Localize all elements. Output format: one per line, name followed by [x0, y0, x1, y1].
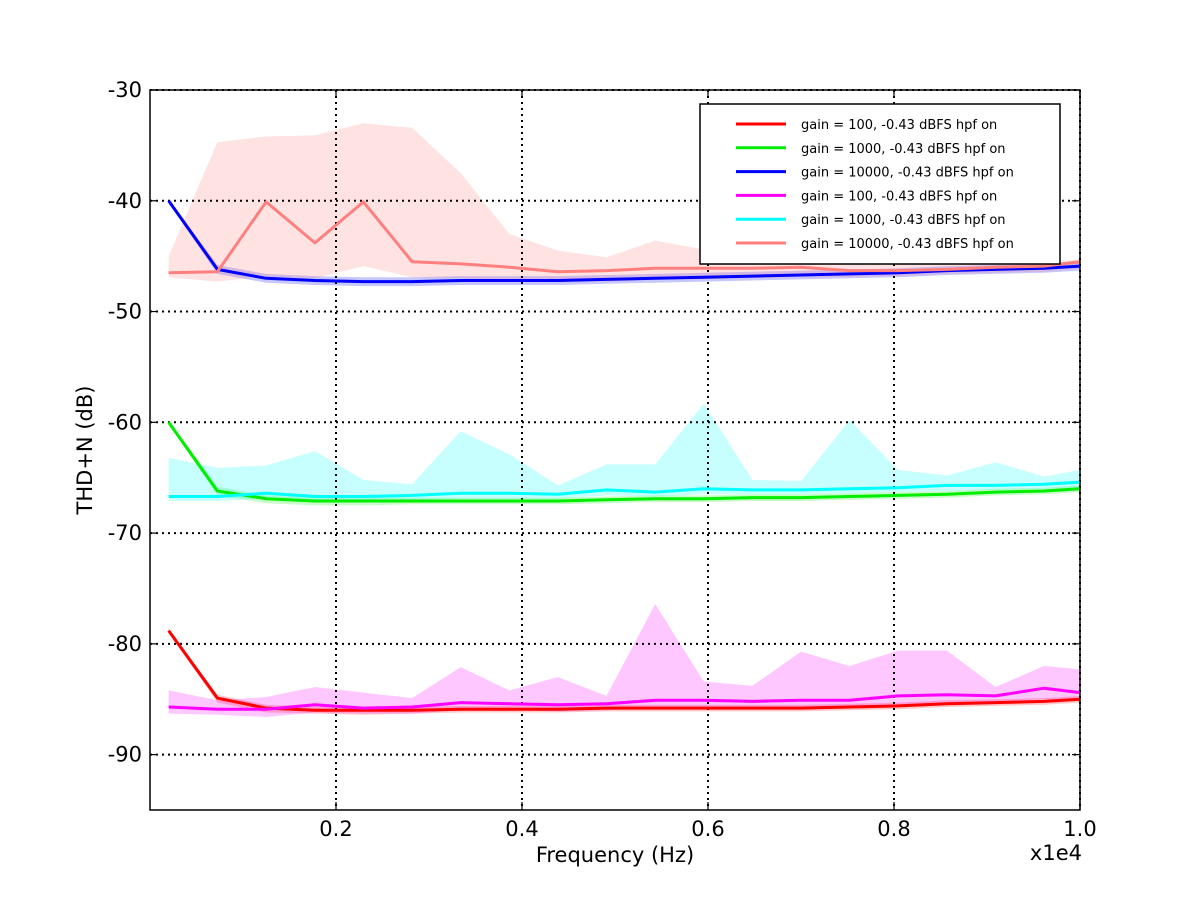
- series-line-2: [167, 421, 1081, 503]
- plot-frame: [149, 89, 1081, 811]
- legend-label-6: gain = 10000, -0.43 dBFS hpf on: [801, 237, 1014, 252]
- legend-label-4: gain = 100, -0.43 dBFS hpf on: [801, 189, 997, 204]
- y-tick-label-5: -50: [108, 300, 142, 324]
- legend-label-1: gain = 100, -0.43 dBFS hpf on: [801, 118, 997, 133]
- x-axis-offset-label: x1e4: [1030, 841, 1082, 865]
- y-tick-label-3: -70: [108, 521, 142, 545]
- y-tick-label-4: -60: [108, 410, 142, 434]
- legend: gain = 100, -0.43 dBFS hpf on gain = 1000…: [699, 103, 1061, 265]
- x-tick-label-1: 0.2: [319, 817, 352, 841]
- band-series-5: [168, 403, 1081, 501]
- series-line-5: [168, 480, 1081, 498]
- y-tick-label-7: -30: [108, 78, 142, 102]
- x-tick-label-5: 1.0: [1063, 817, 1096, 841]
- y-tick-label-2: -80: [108, 632, 142, 656]
- legend-label-2: gain = 1000, -0.43 dBFS hpf on: [801, 142, 1006, 157]
- legend-label-5: gain = 1000, -0.43 dBFS hpf on: [801, 213, 1006, 228]
- legend-label-3: gain = 10000, -0.43 dBFS hpf on: [801, 166, 1014, 181]
- series-line-4: [168, 686, 1081, 711]
- y-axis-label: THD+N (dB): [73, 386, 97, 516]
- legend-box: [699, 103, 1061, 265]
- y-tick-label-6: -40: [108, 189, 142, 213]
- series-line-1: [167, 629, 1081, 712]
- axis-ticks: 0.2 0.4 0.6 0.8 1.0 -90 -80 -70 -60 -50 -40 -30: [108, 78, 1097, 841]
- band-series-4: [168, 604, 1081, 717]
- x-axis-label: Frequency (Hz): [536, 843, 694, 867]
- y-tick-label-1: -90: [108, 743, 142, 767]
- x-tick-label-4: 0.8: [877, 817, 910, 841]
- x-tick-label-2: 0.4: [505, 817, 538, 841]
- x-tick-label-3: 0.6: [691, 817, 724, 841]
- series-line-6: [168, 200, 1081, 275]
- series-lines: [167, 199, 1081, 712]
